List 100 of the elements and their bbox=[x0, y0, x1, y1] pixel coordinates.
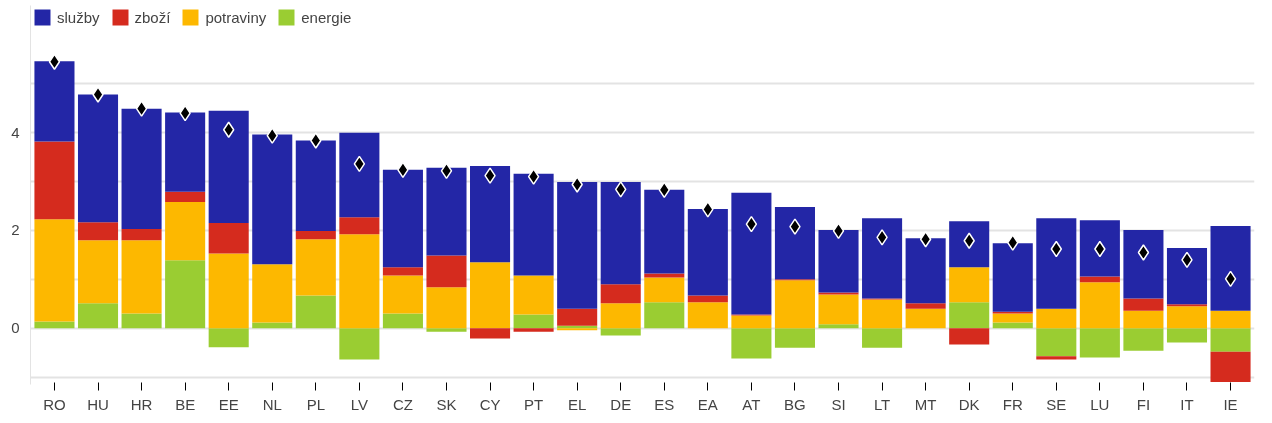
bar bbox=[77, 222, 119, 241]
bar bbox=[992, 243, 1033, 312]
bar bbox=[34, 141, 75, 220]
bar bbox=[339, 328, 380, 360]
bar bbox=[557, 182, 598, 309]
x-tick-label: RO bbox=[43, 395, 66, 413]
bar bbox=[77, 240, 119, 304]
bar bbox=[1123, 328, 1164, 351]
bar bbox=[1166, 328, 1208, 343]
bar bbox=[426, 287, 467, 329]
x-tick-label: CZ bbox=[392, 395, 413, 413]
bar bbox=[470, 328, 511, 339]
bar bbox=[295, 239, 336, 296]
bar bbox=[731, 315, 772, 329]
bar bbox=[339, 132, 380, 218]
x-tick-label: FI bbox=[1136, 395, 1151, 413]
bar bbox=[862, 218, 903, 299]
x-tick-label: PL bbox=[306, 395, 325, 413]
bar bbox=[687, 302, 728, 329]
legend-label: služby bbox=[57, 8, 100, 26]
bar bbox=[382, 275, 423, 314]
bar bbox=[1036, 218, 1077, 309]
x-tick-label: DE bbox=[610, 395, 632, 413]
bar bbox=[513, 173, 554, 276]
point bbox=[1224, 270, 1237, 288]
point bbox=[919, 231, 932, 248]
bar bbox=[774, 280, 815, 329]
x-tick-label: LT bbox=[873, 395, 891, 413]
point bbox=[1050, 240, 1063, 258]
bar bbox=[905, 308, 946, 329]
bar bbox=[513, 275, 554, 315]
x-tick-label: BE bbox=[175, 395, 196, 413]
point bbox=[571, 176, 583, 193]
bar bbox=[339, 234, 380, 329]
point bbox=[484, 167, 496, 184]
bar bbox=[644, 189, 685, 274]
bar bbox=[600, 328, 641, 336]
bar bbox=[208, 110, 249, 224]
x-tick-label: FR bbox=[1002, 395, 1023, 413]
point bbox=[658, 181, 671, 199]
bar bbox=[862, 299, 903, 329]
bar bbox=[1079, 276, 1120, 283]
bar bbox=[121, 108, 162, 229]
bar bbox=[426, 167, 467, 256]
bar bbox=[992, 313, 1033, 323]
point bbox=[876, 229, 888, 246]
point bbox=[266, 127, 278, 144]
bar bbox=[687, 295, 728, 303]
x-tick-label: ES bbox=[654, 395, 675, 413]
bar bbox=[644, 277, 685, 303]
bar bbox=[208, 223, 249, 254]
bar bbox=[34, 321, 75, 329]
bar bbox=[818, 294, 859, 325]
bar bbox=[774, 328, 815, 348]
bar bbox=[1036, 356, 1077, 360]
bar bbox=[600, 284, 641, 304]
bar bbox=[77, 303, 119, 329]
x-tick-label: EL bbox=[567, 395, 587, 413]
legend-label: energie bbox=[301, 8, 352, 26]
bar bbox=[165, 112, 206, 192]
bar bbox=[687, 208, 728, 296]
bar bbox=[513, 328, 554, 332]
x-tick-label: CY bbox=[479, 395, 501, 413]
bar bbox=[426, 255, 467, 288]
bar bbox=[426, 328, 467, 332]
bar bbox=[600, 303, 641, 329]
bar bbox=[949, 302, 990, 329]
bar bbox=[731, 192, 772, 315]
x-tick-label: LU bbox=[1090, 395, 1110, 413]
x-tick-label: AT bbox=[742, 395, 761, 413]
bar bbox=[862, 328, 903, 348]
bar bbox=[121, 313, 162, 329]
bar bbox=[165, 191, 206, 203]
bar bbox=[1036, 308, 1077, 329]
x-tick-label: IE bbox=[1223, 395, 1238, 413]
bar bbox=[208, 253, 249, 329]
x-tick-label: MT bbox=[914, 395, 937, 413]
bar bbox=[644, 273, 685, 278]
bar bbox=[774, 206, 815, 280]
bar bbox=[165, 260, 206, 329]
bar bbox=[1166, 306, 1208, 329]
bar bbox=[121, 240, 162, 314]
bar bbox=[252, 264, 293, 323]
point bbox=[527, 168, 540, 185]
point bbox=[135, 100, 148, 117]
bar bbox=[949, 221, 990, 268]
x-tick-label: DK bbox=[958, 395, 980, 413]
bar bbox=[1210, 351, 1251, 383]
x-tick-label: HR bbox=[130, 395, 153, 413]
bar bbox=[165, 202, 206, 261]
point bbox=[832, 222, 845, 240]
bar bbox=[1123, 298, 1164, 311]
bar bbox=[382, 169, 423, 268]
point bbox=[745, 215, 758, 233]
x-tick-label: IT bbox=[1180, 395, 1194, 413]
point bbox=[702, 201, 714, 218]
legend-label: zboží bbox=[134, 8, 171, 26]
bar bbox=[252, 322, 293, 329]
point bbox=[1137, 244, 1150, 261]
bar bbox=[1079, 220, 1120, 277]
